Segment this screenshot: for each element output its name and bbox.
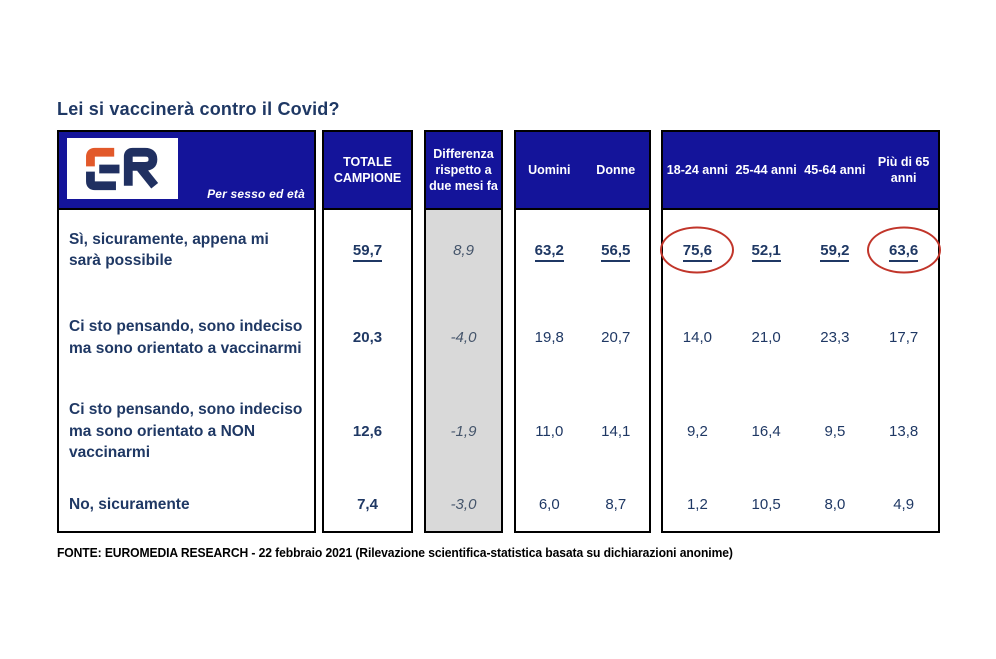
cell-uomini-r2: 19,8 bbox=[534, 329, 564, 346]
table-row: -3,0 bbox=[426, 478, 501, 531]
age-header: 18-24 anni 25-44 anni 45-64 anni Più di … bbox=[663, 132, 938, 210]
page-title: Lei si vaccinerà contro il Covid? bbox=[57, 99, 340, 119]
header-eta-45-64: 45-64 anni bbox=[804, 162, 866, 177]
table-row: 20,3 bbox=[324, 290, 411, 385]
cell-eta-25-44-r4: 10,5 bbox=[751, 496, 781, 513]
cell-donne-r1: 56,5 bbox=[583, 241, 650, 262]
cell-totale-r4: 7,4 bbox=[357, 496, 378, 513]
cell-eta-25-44-r1: 52,1 bbox=[732, 241, 801, 262]
labels-block: Per sesso ed età Sì, sicuramente, appena… bbox=[57, 130, 316, 533]
table-row: 9,2 16,4 9,5 13,8 bbox=[663, 385, 938, 478]
table-row: 6,0 8,7 bbox=[516, 478, 649, 531]
table-row: 12,6 bbox=[324, 385, 411, 478]
corner-label: Per sesso ed età bbox=[207, 187, 305, 202]
cell-donne-r4: 8,7 bbox=[605, 496, 627, 513]
row-label-no-sicuramente: No, sicuramente bbox=[69, 495, 190, 513]
header-uomini: Uomini bbox=[528, 162, 571, 177]
table-row: 11,0 14,1 bbox=[516, 385, 649, 478]
er-monogram-icon bbox=[85, 147, 158, 190]
cell-eta-18-24-r2: 14,0 bbox=[682, 329, 712, 346]
totale-block: TOTALE CAMPIONE 59,7 20,3 12,6 7,4 bbox=[322, 130, 413, 533]
row-label-indeciso-non-vaccinarmi: Ci sto pensando, sono indeciso ma sono o… bbox=[69, 401, 303, 462]
cell-uomini-r1: 63,2 bbox=[516, 241, 583, 262]
cell-differenza-r4: -3,0 bbox=[450, 496, 477, 513]
table-row: 7,4 bbox=[324, 478, 411, 531]
age-block: 18-24 anni 25-44 anni 45-64 anni Più di … bbox=[660, 130, 941, 533]
cell-uomini-r3: 11,0 bbox=[535, 423, 564, 440]
header-donne: Donne bbox=[596, 162, 636, 177]
table-row: 1,2 10,5 8,0 4,9 bbox=[663, 478, 938, 531]
cell-totale-r3: 12,6 bbox=[352, 423, 383, 440]
labels-header: Per sesso ed età bbox=[59, 132, 314, 210]
age-body: 75,6 52,1 59,2 63,6 14,0 21,0 23,3 17,7 bbox=[660, 210, 941, 531]
cell-totale-r2: 20,3 bbox=[352, 329, 383, 346]
row-label-si-sicuramente: Sì, sicuramente, appena mi sarà possibil… bbox=[69, 230, 269, 269]
differenza-header: Differenza rispetto a due mesi fa bbox=[426, 132, 501, 210]
header-eta-25-44: 25-44 anni bbox=[735, 162, 797, 177]
cell-eta-65-r4: 4,9 bbox=[893, 496, 915, 513]
header-eta-65: Più di 65 anni bbox=[877, 154, 930, 185]
cell-eta-25-44-r2: 21,0 bbox=[751, 329, 781, 346]
totale-body: 59,7 20,3 12,6 7,4 bbox=[324, 210, 411, 531]
cell-differenza-r3: -1,9 bbox=[450, 423, 477, 440]
source-note: FONTE: EUROMEDIA RESEARCH - 22 febbraio … bbox=[57, 546, 733, 560]
cell-differenza-r1: 8,9 bbox=[453, 241, 474, 259]
totale-header: TOTALE CAMPIONE bbox=[324, 132, 411, 210]
differenza-body: 8,9 -4,0 -1,9 -3,0 bbox=[426, 210, 501, 531]
euromedia-logo bbox=[67, 138, 178, 199]
cell-eta-65-r1: 63,6 bbox=[866, 226, 941, 274]
cell-eta-45-64-r4: 8,0 bbox=[824, 496, 846, 513]
table-row: 19,8 20,7 bbox=[516, 290, 649, 385]
results-table: Per sesso ed età Sì, sicuramente, appena… bbox=[57, 130, 941, 533]
cell-eta-25-44-r3: 16,4 bbox=[751, 423, 781, 440]
cell-eta-18-24-r4: 1,2 bbox=[686, 496, 708, 513]
cell-eta-65-r2: 17,7 bbox=[889, 329, 919, 346]
table-row: Ci sto pensando, sono indeciso ma sono o… bbox=[59, 290, 314, 385]
cell-uomini-r4: 6,0 bbox=[538, 496, 560, 513]
cell-eta-45-64-r2: 23,3 bbox=[820, 329, 850, 346]
cell-donne-r2: 20,7 bbox=[601, 329, 631, 346]
cell-differenza-r2: -4,0 bbox=[450, 329, 477, 346]
table-row: 59,7 bbox=[324, 210, 411, 290]
gender-body: 63,2 56,5 19,8 20,7 11,0 14,1 6,0 8,7 bbox=[516, 210, 649, 531]
header-eta-18-24: 18-24 anni bbox=[666, 162, 728, 177]
table-row: Ci sto pensando, sono indeciso ma sono o… bbox=[59, 385, 314, 478]
table-row: 14,0 21,0 23,3 17,7 bbox=[663, 290, 938, 385]
cell-eta-18-24-r1: 75,6 bbox=[660, 226, 735, 274]
labels-body: Sì, sicuramente, appena mi sarà possibil… bbox=[59, 210, 314, 531]
table-row: Sì, sicuramente, appena mi sarà possibil… bbox=[59, 210, 314, 290]
cell-eta-65-r3: 13,8 bbox=[889, 423, 919, 440]
table-row: 63,2 56,5 bbox=[516, 210, 649, 290]
cell-totale-r1: 59,7 bbox=[324, 241, 411, 262]
cell-eta-45-64-r3: 9,5 bbox=[824, 423, 846, 440]
gender-header: Uomini Donne bbox=[516, 132, 649, 210]
table-row: No, sicuramente bbox=[59, 478, 314, 531]
cell-donne-r3: 14,1 bbox=[601, 423, 631, 440]
cell-eta-45-64-r1: 59,2 bbox=[801, 241, 870, 262]
differenza-block: Differenza rispetto a due mesi fa 8,9 -4… bbox=[424, 130, 503, 533]
cell-eta-18-24-r3: 9,2 bbox=[686, 423, 708, 440]
table-row: 8,9 bbox=[426, 210, 501, 290]
table-row: 75,6 52,1 59,2 63,6 bbox=[660, 210, 941, 290]
table-row: -4,0 bbox=[426, 290, 501, 385]
table-row: -1,9 bbox=[426, 385, 501, 478]
gender-block: Uomini Donne 63,2 56,5 19,8 20,7 11,0 14… bbox=[514, 130, 651, 533]
row-label-indeciso-vaccinarmi: Ci sto pensando, sono indeciso ma sono o… bbox=[69, 318, 303, 357]
